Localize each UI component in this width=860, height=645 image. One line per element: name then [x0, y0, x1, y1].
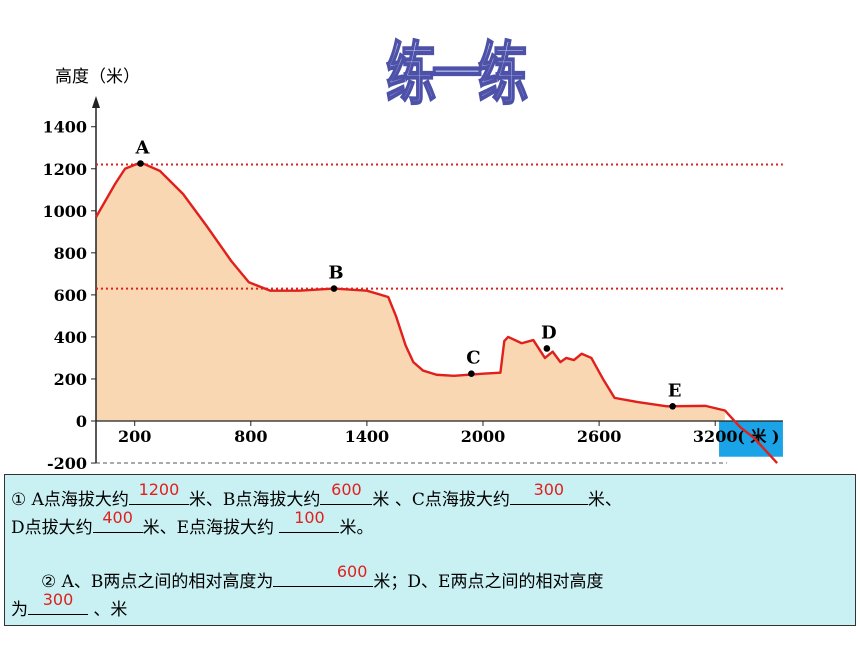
y-tick-label: 200	[54, 370, 87, 389]
y-tick-label: 0	[76, 412, 87, 431]
y-axis-label: 高度（米）	[55, 67, 140, 87]
elevation-profile-chart: 高度（米） -200 0 200 400 600 800 1000 1200 1400 200 800…	[42, 67, 783, 470]
x-tick-label: 2600	[577, 427, 622, 446]
profile-line	[94, 161, 779, 464]
x-tick-label: 800	[234, 427, 267, 446]
y-tick-label: 400	[54, 328, 87, 347]
answer-blank-b: 600	[320, 480, 373, 505]
point-a-marker	[137, 160, 144, 167]
answer-blank-c: 300	[509, 480, 588, 505]
y-tick-label: -200	[47, 454, 87, 470]
page-title: 练一练	[385, 36, 530, 116]
question-2-line-1: ② A、B两点之间的相对高度为 600 米；D、E两点之间的相对高度	[41, 562, 604, 592]
point-d-marker	[543, 345, 551, 352]
answer-blank-a: 1200	[128, 480, 189, 505]
point-b-label: B	[328, 263, 343, 284]
exercise-panel: ① A点海拔大约 1200 米、B点海拔大约 600 米 、C点海拔大约 300 米、 D点…	[4, 474, 856, 626]
svg-text:练一练: 练一练	[386, 36, 528, 114]
question-2-line-2: 为 300 、米	[11, 590, 128, 620]
y-tick-label: 800	[54, 244, 87, 263]
point-e-label: E	[668, 380, 682, 401]
point-e-marker	[669, 402, 676, 410]
y-tick-label: 600	[54, 286, 87, 305]
x-tick-label: 3200	[693, 427, 738, 446]
x-tick-label: 1400	[345, 427, 390, 446]
y-tick-label: 1000	[42, 202, 87, 221]
sea-area	[719, 421, 783, 457]
point-b-marker	[330, 285, 338, 292]
x-tick-label: 2000	[461, 427, 506, 446]
point-c-marker	[468, 370, 475, 378]
point-c-label: C	[466, 348, 480, 369]
answer-blank-de: 300	[28, 590, 88, 615]
y-tick-label: 1200	[42, 160, 87, 179]
point-d-label: D	[541, 322, 557, 343]
answer-blank-d: 400	[92, 508, 143, 533]
y-axis-arrow	[92, 96, 100, 108]
y-tick-label: 1400	[42, 118, 87, 137]
question-1-line-2: D点拔大约 400 米、E点海拔大约 100 米。	[11, 508, 374, 538]
land-area	[96, 162, 725, 422]
answer-blank-ab: 600	[273, 562, 374, 587]
x-tick-label: 200	[118, 427, 151, 446]
point-a-label: A	[135, 138, 151, 159]
answer-blank-e: 100	[279, 508, 340, 533]
question-1-line-1: ① A点海拔大约 1200 米、B点海拔大约 600 米 、C点海拔大约 300 米、	[11, 480, 622, 510]
